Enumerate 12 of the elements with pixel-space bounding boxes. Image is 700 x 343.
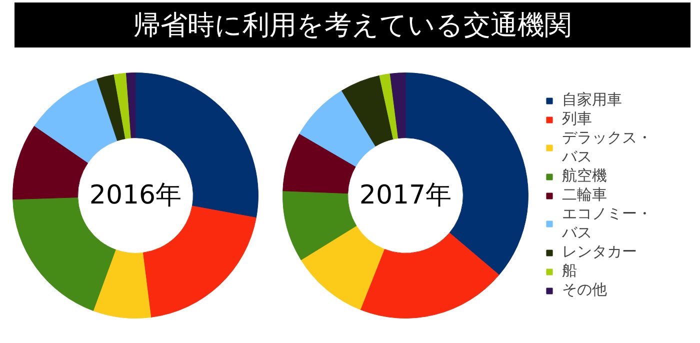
slice-label: 2016年	[89, 180, 182, 210]
chart-title: 帰省時に利用を考えている交通機関	[134, 10, 572, 41]
legend-label: エコノミー・バス	[562, 206, 652, 242]
legend-label: デラックス・バス	[562, 130, 652, 166]
legend-label: 自家用車	[562, 90, 622, 110]
legend-label: 列車	[562, 110, 592, 128]
legend-label: レンタカー	[562, 244, 637, 262]
legend-label: その他	[562, 282, 607, 300]
legend-label: 航空機	[562, 166, 607, 186]
legend-label: 二輪車	[562, 186, 607, 204]
slice-label: 2017年	[359, 180, 452, 210]
legend-label: 船	[562, 262, 578, 280]
